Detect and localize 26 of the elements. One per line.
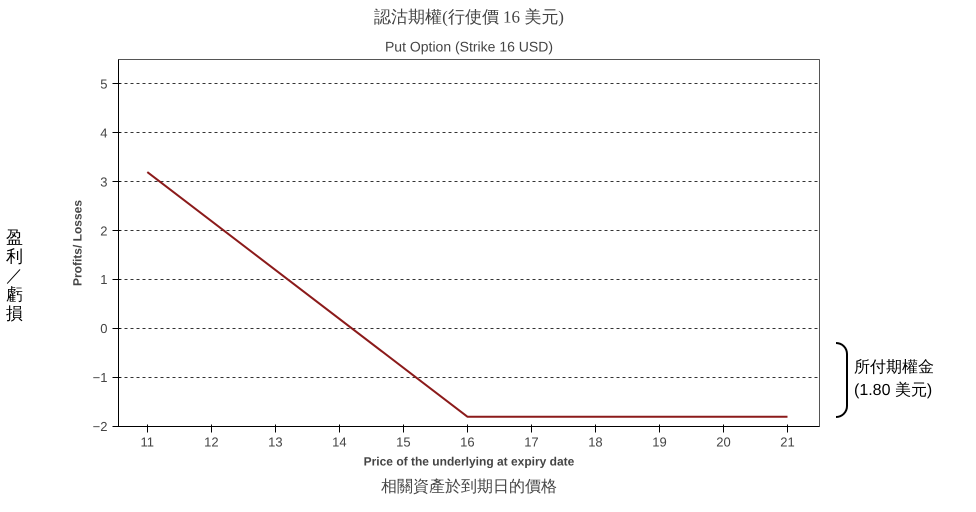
text: 所付期權金 (1.80 美元) xyxy=(854,358,934,401)
y-tick-label: 1 xyxy=(100,272,108,288)
chart-subtitle: Put Option (Strike 16 USD) xyxy=(384,38,554,54)
text: 相關資產於到期日的價格 xyxy=(381,478,557,496)
x-tick-label: 11 xyxy=(140,434,154,450)
y-tick-label: 0 xyxy=(100,321,108,336)
x-tick-label: 18 xyxy=(588,434,603,450)
x-tick-label: 20 xyxy=(716,434,731,450)
x-tick-label: 15 xyxy=(396,434,411,450)
x-tick-label: 17 xyxy=(524,434,539,450)
y-tick-label: 5 xyxy=(100,76,108,92)
x-tick-label: 21 xyxy=(780,434,795,450)
y-axis-title: Profits/ Losses xyxy=(70,200,85,286)
y-tick-label: −1 xyxy=(92,370,108,386)
text: 盈利／虧損 xyxy=(6,228,23,323)
y-tick-label: −2 xyxy=(92,419,108,434)
y-tick-label: 3 xyxy=(100,174,108,190)
x-tick-label: 14 xyxy=(332,434,347,450)
y-tick-label: 4 xyxy=(100,125,108,140)
x-tick-label: 19 xyxy=(652,434,667,450)
y-tick-label: 2 xyxy=(100,223,108,238)
x-tick-label: 12 xyxy=(204,434,219,450)
x-tick-label: 16 xyxy=(460,434,475,450)
x-tick-label: 13 xyxy=(268,434,283,450)
chart-title: 認沽期權(行使價 16 美元) xyxy=(374,8,564,26)
x-axis-title: Price of the underlying at expiry date xyxy=(364,454,575,468)
